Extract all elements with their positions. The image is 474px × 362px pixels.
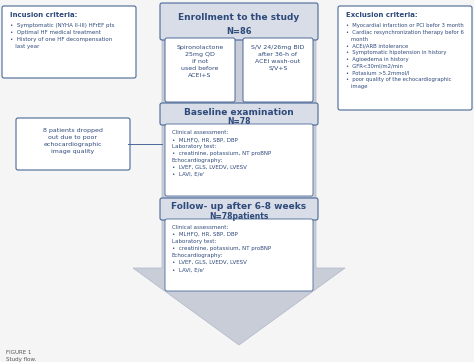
- Text: •  Symptomatic (NYHA II-III) HFrEF pts
•  Optimal HF medical treatment
•  Histor: • Symptomatic (NYHA II-III) HFrEF pts • …: [10, 23, 115, 49]
- FancyBboxPatch shape: [165, 219, 313, 291]
- Text: Follow- up after 6-8 weeks: Follow- up after 6-8 weeks: [172, 202, 307, 211]
- Text: FIGURE 1
Study flow.: FIGURE 1 Study flow.: [6, 350, 36, 362]
- FancyBboxPatch shape: [243, 38, 313, 102]
- Text: 8 patients dropped
out due to poor
echocardiographic
image quality: 8 patients dropped out due to poor echoc…: [43, 128, 103, 154]
- FancyBboxPatch shape: [165, 124, 313, 196]
- FancyBboxPatch shape: [165, 38, 235, 102]
- FancyBboxPatch shape: [160, 3, 318, 40]
- Text: Clinical assessment:
•  MLHFQ, HR, SBP, DBP
Laboratory test:
•  creatinine, pota: Clinical assessment: • MLHFQ, HR, SBP, D…: [172, 130, 271, 177]
- Text: N=78patients: N=78patients: [210, 212, 269, 221]
- Text: N=86: N=86: [226, 27, 252, 36]
- FancyBboxPatch shape: [160, 198, 318, 220]
- Text: N=78: N=78: [227, 117, 251, 126]
- Text: Spironolactone
25mg QD
if not
used before
ACEI+S: Spironolactone 25mg QD if not used befor…: [176, 45, 224, 78]
- Text: Clinical assessment:
•  MLHFQ, HR, SBP, DBP
Laboratory test:
•  creatinine, pota: Clinical assessment: • MLHFQ, HR, SBP, D…: [172, 225, 271, 272]
- Text: Enrollment to the study: Enrollment to the study: [178, 13, 300, 22]
- FancyBboxPatch shape: [160, 103, 318, 125]
- Polygon shape: [133, 8, 345, 345]
- Text: Incusion criteria:: Incusion criteria:: [10, 12, 77, 18]
- Text: S/V 24/26mg BID
after 36-h of
ACEI wash-out
S/V+S: S/V 24/26mg BID after 36-h of ACEI wash-…: [251, 45, 305, 71]
- Text: Baseline examination: Baseline examination: [184, 108, 294, 117]
- FancyBboxPatch shape: [16, 118, 130, 170]
- FancyBboxPatch shape: [2, 6, 136, 78]
- FancyBboxPatch shape: [338, 6, 472, 110]
- Text: Exclusion criteria:: Exclusion criteria:: [346, 12, 418, 18]
- Text: •  Myocardial infarction or PCI befor 3 month
•  Cardiac resynchronization thera: • Myocardial infarction or PCI befor 3 m…: [346, 23, 464, 89]
